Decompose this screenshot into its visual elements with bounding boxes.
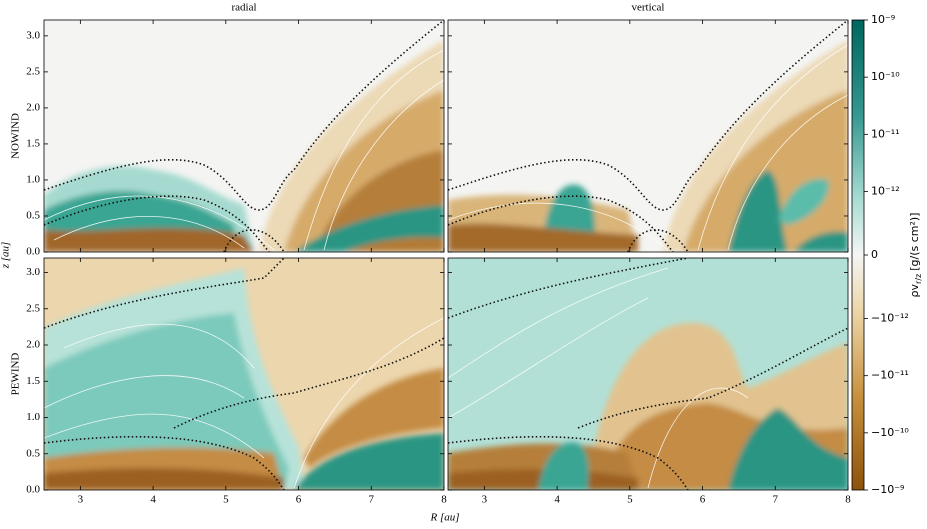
y-tick-label: 0.0 xyxy=(26,484,40,496)
colorbar-tick-label: 10⁻¹² xyxy=(871,184,900,197)
y-tick-label: 2.5 xyxy=(26,65,40,77)
y-tick-label: 0.5 xyxy=(26,210,40,222)
y-tick-label: 1.0 xyxy=(26,411,40,423)
x-tick-label: 5 xyxy=(223,494,229,506)
y-tick-label: 0.5 xyxy=(26,447,40,459)
y-tick-label: 2.5 xyxy=(26,302,40,314)
y-tick-label: 1.0 xyxy=(26,173,40,185)
colorbar-tick-label: 10⁻¹⁰ xyxy=(871,70,900,83)
x-tick-label: 7 xyxy=(369,494,375,506)
panel-frame xyxy=(43,257,445,491)
x-tick-label: 6 xyxy=(296,494,302,506)
x-tick-label: 4 xyxy=(554,494,560,506)
panel-frame xyxy=(43,19,445,253)
x-axis-label: R [au] xyxy=(429,512,459,524)
colorbar-tick-label: −10⁻¹¹ xyxy=(871,369,909,382)
colorbar-label-subscript: r/z xyxy=(914,274,923,284)
panel-frame xyxy=(447,19,849,253)
panel-frame xyxy=(447,257,849,491)
x-tick-label: 8 xyxy=(441,494,447,506)
colorbar-label-unit: [g/(s cm²)] xyxy=(908,213,921,271)
row-label: PEWIND xyxy=(10,353,22,396)
y-tick-label: 2.0 xyxy=(26,101,40,113)
colorbar-tick-label: −10⁻¹⁰ xyxy=(871,426,909,439)
y-tick-label: 1.5 xyxy=(26,375,40,387)
colorbar xyxy=(851,19,865,491)
y-tick-label: 0.0 xyxy=(26,246,40,258)
heatmap-panel xyxy=(448,258,848,490)
heatmap-panel xyxy=(44,20,444,252)
x-tick-label: 8 xyxy=(845,494,851,506)
row-label: NOWIND xyxy=(10,113,22,159)
heatmap-panel xyxy=(448,20,848,252)
colorbar-tick-label: −10⁻⁹ xyxy=(871,483,904,496)
colorbar-tick-label: 10⁻⁹ xyxy=(871,13,895,26)
x-tick-label: 3 xyxy=(482,494,488,506)
colorbar-tick-label: 0 xyxy=(871,248,878,261)
x-tick-label: 3 xyxy=(78,494,84,506)
colorbar-tick-label: −10⁻¹² xyxy=(871,312,909,325)
colorbar-label-symbol: ρv xyxy=(908,283,921,297)
colorbar-tick-label: 10⁻¹¹ xyxy=(871,127,900,140)
heatmap-panel xyxy=(44,258,444,490)
x-tick-label: 7 xyxy=(773,494,779,506)
y-tick-label: 3.0 xyxy=(26,266,40,278)
y-tick-label: 2.0 xyxy=(26,339,40,351)
x-tick-label: 6 xyxy=(700,494,706,506)
panel-title: vertical xyxy=(632,2,665,14)
y-axis-label: z [au] xyxy=(0,242,12,270)
x-tick-label: 5 xyxy=(627,494,633,506)
y-tick-label: 1.5 xyxy=(26,137,40,149)
colorbar-label: ρvr/z [g/(s cm²)] xyxy=(908,213,923,298)
x-tick-label: 4 xyxy=(150,494,156,506)
panel-title: radial xyxy=(231,2,256,14)
y-tick-label: 3.0 xyxy=(26,29,40,41)
